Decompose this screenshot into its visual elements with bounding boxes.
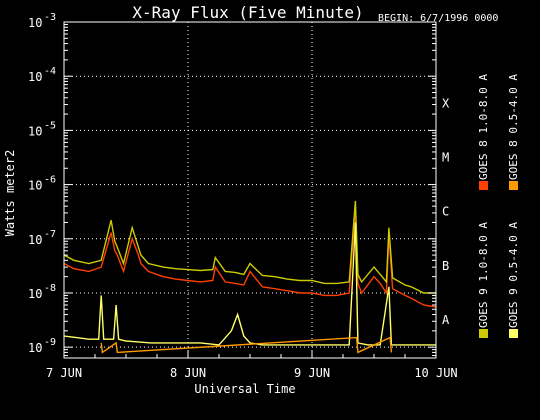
begin-label: BEGIN: 6/7/1996 0000	[378, 13, 498, 24]
legend-swatch	[479, 329, 488, 338]
legend-label: GOES 9 1.0-8.0 A	[477, 222, 490, 328]
series-line	[63, 200, 436, 294]
legend-swatch	[509, 329, 518, 338]
y-tick-exp: -4	[44, 66, 56, 77]
series-line	[100, 336, 393, 354]
y-tick-base: 10	[28, 16, 42, 30]
y-axis-ticks: 10-310-410-510-610-710-810-9	[28, 12, 436, 357]
grid-lines	[64, 21, 436, 358]
y-tick-label: 10 -4	[28, 66, 56, 84]
y-tick-base: 10	[28, 233, 42, 247]
series-line	[63, 206, 437, 308]
y-tick-base: 10	[28, 341, 42, 355]
x-tick-label: 10 JUN	[414, 366, 457, 380]
y-tick-base: 10	[28, 179, 42, 193]
y-tick-label: 10 -8	[28, 283, 56, 301]
y-tick-label: 10 -9	[28, 337, 56, 355]
y-tick-label: 10 -5	[28, 120, 56, 138]
x-tick-label: 8 JUN	[170, 366, 206, 380]
flare-class-labels: X M C B A	[442, 96, 450, 327]
y-tick-label: 10 -6	[28, 175, 56, 193]
series-lines	[63, 200, 437, 354]
legend: GOES 8 1.0-8.0 A GOES 9 1.0-8.0 A GOES 8 0…	[477, 74, 520, 338]
y-tick-label: 10 -7	[28, 229, 56, 247]
x-tick-label: 7 JUN	[46, 366, 82, 380]
y-tick-exp: -9	[44, 337, 56, 348]
flare-class-label: M	[442, 150, 449, 164]
flare-class-label: X	[442, 96, 450, 110]
x-tick-label: 9 JUN	[294, 366, 330, 380]
y-axis-label: Watts meter2	[3, 150, 17, 237]
legend-swatch	[509, 181, 518, 190]
flare-class-label: C	[442, 205, 449, 219]
y-tick-exp: -5	[44, 120, 56, 131]
legend-label: GOES 8 0.5-4.0 A	[507, 74, 520, 180]
x-axis-ticks: 7 JUN 8 JUN 9 JUN 10 JUN	[46, 350, 458, 380]
chart-title: X-Ray Flux (Five Minute)	[132, 3, 363, 22]
y-tick-exp: -8	[44, 283, 56, 294]
series-line	[63, 222, 436, 346]
y-tick-exp: -6	[44, 175, 56, 186]
legend-label: GOES 8 1.0-8.0 A	[477, 74, 490, 180]
y-tick-exp: -3	[44, 12, 56, 23]
x-axis-label: Universal Time	[194, 382, 295, 396]
y-tick-label: 10 -3	[28, 12, 56, 30]
flare-class-label: A	[442, 313, 450, 327]
legend-swatch	[479, 181, 488, 190]
legend-label: GOES 9 0.5-4.0 A	[507, 222, 520, 328]
y-tick-exp: -7	[44, 229, 56, 240]
y-tick-base: 10	[28, 70, 42, 84]
y-tick-base: 10	[28, 124, 42, 138]
flare-class-label: B	[442, 259, 449, 273]
y-tick-base: 10	[28, 287, 42, 301]
